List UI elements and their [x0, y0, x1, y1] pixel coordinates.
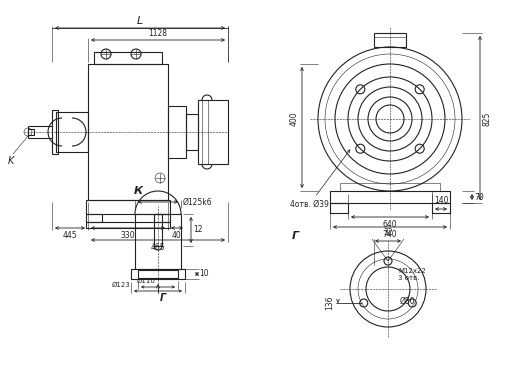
Text: 40: 40 [172, 231, 182, 240]
Bar [340, 183, 440, 191]
Text: 640: 640 [383, 220, 397, 229]
Text: Ø80: Ø80 [400, 296, 416, 306]
Bar [88, 64, 168, 200]
Bar [374, 33, 406, 47]
Bar [135, 214, 181, 269]
Bar [186, 114, 198, 150]
Bar [52, 110, 58, 154]
Text: 465: 465 [150, 243, 165, 252]
Bar [198, 100, 228, 164]
Text: 4отв. Ø39: 4отв. Ø39 [290, 150, 350, 209]
Text: 32: 32 [383, 228, 393, 237]
Bar [154, 214, 162, 246]
Bar [131, 269, 185, 279]
Bar [86, 214, 102, 222]
Bar [154, 214, 170, 222]
Bar [86, 222, 170, 228]
Text: 400: 400 [290, 112, 299, 126]
Bar [432, 203, 450, 213]
Text: К: К [134, 186, 143, 196]
Text: 445: 445 [63, 231, 77, 240]
Bar [330, 191, 450, 203]
Text: 10: 10 [199, 270, 209, 278]
Bar [28, 129, 34, 135]
Text: Г: Г [160, 293, 166, 303]
Text: Ø110: Ø110 [137, 278, 156, 284]
Text: 1128: 1128 [148, 29, 167, 38]
Text: 140: 140 [433, 196, 448, 205]
Text: L: L [137, 16, 143, 26]
Text: M12x22: M12x22 [398, 268, 426, 274]
Bar [86, 200, 170, 214]
Text: Г: Г [291, 231, 298, 241]
Text: 740: 740 [383, 230, 397, 239]
Text: 330: 330 [121, 231, 135, 240]
Text: K: K [8, 156, 14, 166]
Bar [168, 106, 186, 158]
Bar [56, 112, 88, 152]
Text: 70: 70 [474, 192, 484, 202]
Text: 136: 136 [325, 296, 334, 310]
Text: 3 отв.: 3 отв. [398, 275, 420, 281]
Text: Ø125k6: Ø125k6 [183, 197, 213, 207]
Bar [330, 203, 348, 213]
Text: Ø123: Ø123 [111, 282, 130, 288]
Text: 825: 825 [483, 112, 492, 126]
Bar [94, 52, 162, 64]
Text: 12: 12 [193, 225, 203, 235]
Bar [138, 270, 178, 278]
